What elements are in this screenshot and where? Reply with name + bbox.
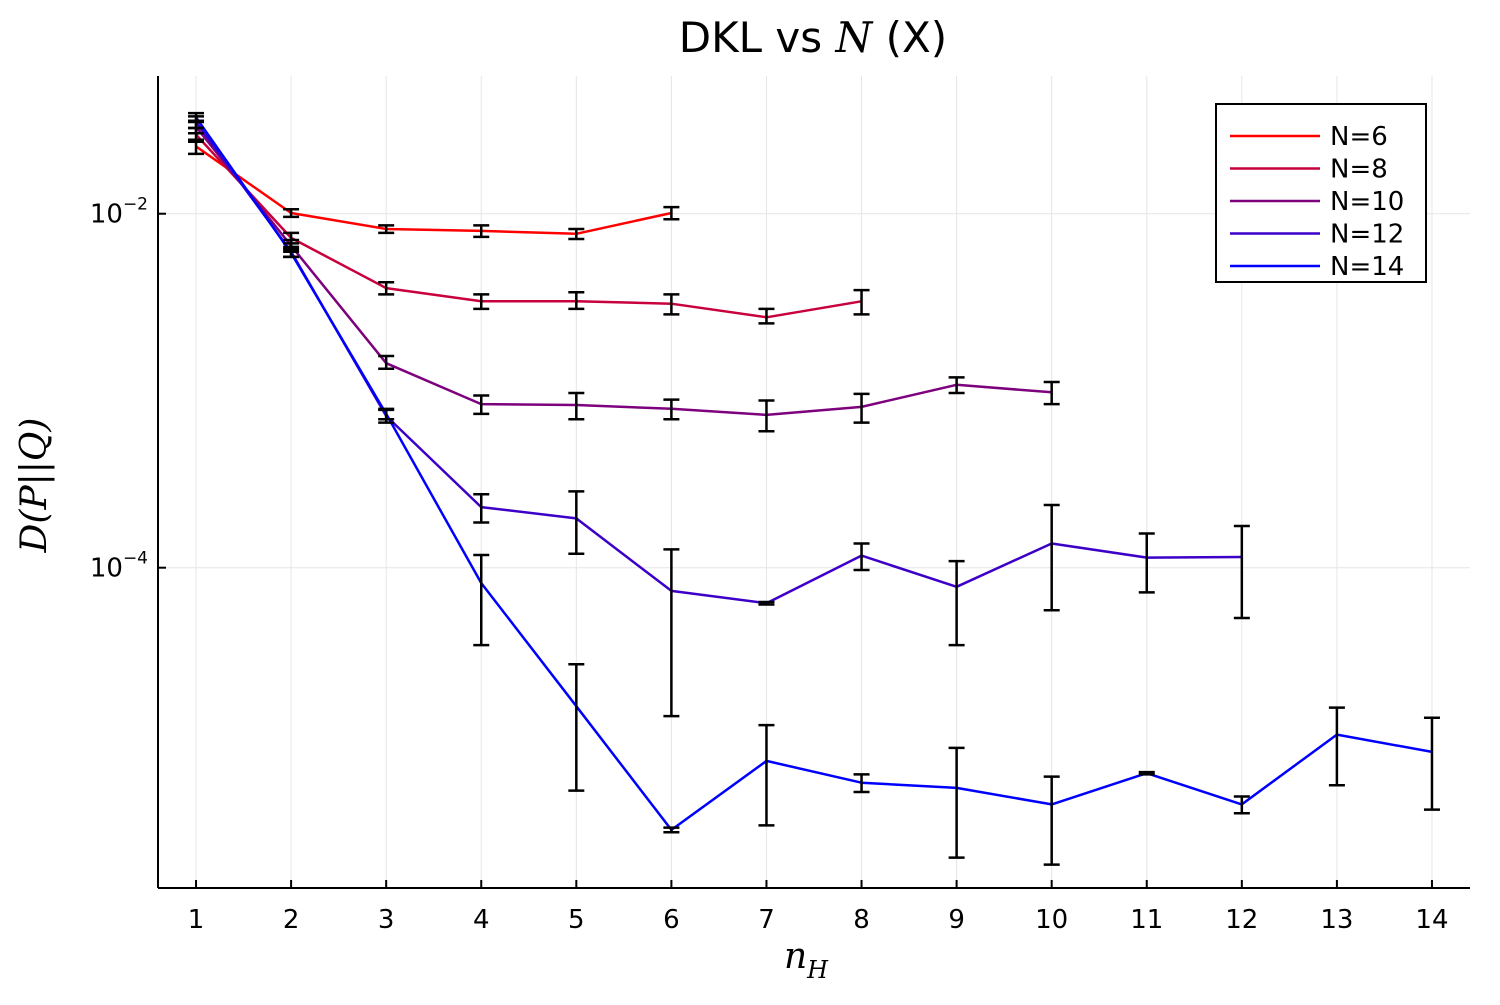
error-bar-N=10-10 — [1043, 380, 1060, 406]
error-bar-N=12-12 — [1233, 524, 1250, 620]
error-bar-N=6-6 — [663, 205, 680, 221]
y-tick-label-1: 10−4 — [90, 549, 148, 584]
series-line-N=10 — [195, 126, 1052, 417]
series-line-N=14 — [194, 116, 1433, 832]
error-bar-N=8-6 — [663, 293, 680, 316]
error-bar-N=14-6 — [663, 826, 680, 834]
error-bar-N=8-8 — [853, 288, 870, 316]
error-bar-N=12-8 — [853, 542, 870, 572]
error-bar-N=10-7 — [758, 399, 775, 433]
error-bar-N=14-3 — [378, 407, 395, 421]
error-bar-N=14-7 — [758, 723, 775, 827]
x-tick-label-3: 3 — [378, 905, 395, 935]
series-line-N=12 — [194, 121, 1242, 605]
error-bar-N=14-5 — [568, 662, 585, 792]
error-bar-N=12-5 — [568, 490, 585, 555]
error-bar-N=6-5 — [568, 227, 585, 241]
error-bar-N=14-13 — [1328, 706, 1345, 787]
error-bar-N=12-11 — [1138, 532, 1155, 594]
x-tick-label-14: 14 — [1415, 905, 1448, 935]
error-bar-N=10-5 — [568, 391, 585, 421]
y-tick-label-base-0: 10 — [90, 200, 123, 230]
x-tick-label-4: 4 — [473, 905, 490, 935]
legend-label-N=8: N=8 — [1330, 155, 1388, 185]
error-bar-N=14-10 — [1043, 775, 1060, 866]
y-tick-label-0: 10−2 — [90, 195, 148, 230]
error-bar-N=12-4 — [473, 493, 490, 524]
legend-label-N=12: N=12 — [1330, 220, 1404, 250]
error-bar-N=6-4 — [473, 224, 490, 239]
x-tick-label-1: 1 — [188, 905, 205, 935]
error-bar-N=14-1 — [188, 111, 205, 124]
error-bar-N=14-9 — [948, 746, 965, 859]
error-bar-N=10-8 — [853, 392, 870, 424]
chart-title-symbol: N — [835, 13, 874, 62]
x-tick-label-6: 6 — [663, 905, 680, 935]
error-bar-N=10-3 — [378, 354, 395, 371]
error-bar-N=12-10 — [1043, 503, 1060, 612]
error-bar-N=14-8 — [853, 773, 870, 794]
x-tick-label-7: 7 — [758, 905, 775, 935]
y-axis-label: D(P||Q) — [14, 418, 55, 554]
axes — [157, 76, 1470, 889]
error-bar-N=8-5 — [568, 291, 585, 311]
error-bar-N=12-9 — [948, 559, 965, 647]
x-tick-label-9: 9 — [948, 905, 965, 935]
error-bar-N=8-4 — [473, 293, 490, 311]
y-tick-label-base-1: 10 — [90, 554, 123, 584]
error-bar-N=10-6 — [663, 398, 680, 421]
x-tick-label-12: 12 — [1225, 905, 1258, 935]
legend-label-N=10: N=10 — [1330, 187, 1404, 217]
error-bar-N=6-3 — [378, 224, 395, 235]
y-tick-label-exponent-1: −4 — [123, 549, 148, 569]
x-axis-label-base: n — [784, 936, 807, 977]
error-bars — [188, 111, 1440, 866]
error-bar-N=14-2 — [283, 247, 300, 259]
x-tick-label-8: 8 — [853, 905, 870, 935]
error-bar-N=14-11 — [1138, 770, 1155, 776]
error-bar-N=8-3 — [378, 281, 395, 296]
x-tick-label-13: 13 — [1320, 905, 1353, 935]
error-bar-N=14-12 — [1233, 795, 1250, 815]
series-line-N=8 — [195, 133, 862, 319]
error-bar-N=10-9 — [948, 376, 965, 395]
error-bar-N=10-4 — [473, 394, 490, 416]
chart-title: DKL vs N (X) — [679, 13, 947, 62]
series-line-N=6 — [195, 145, 672, 236]
legend: N=6N=8N=10N=12N=14 — [1215, 103, 1427, 283]
error-bar-N=14-4 — [473, 553, 490, 647]
legend-label-N=6: N=6 — [1330, 122, 1388, 152]
legend-label-N=14: N=14 — [1330, 252, 1404, 282]
chart-title-prefix: DKL vs — [679, 13, 836, 62]
x-tick-label-10: 10 — [1035, 905, 1068, 935]
legend-box — [1215, 103, 1427, 283]
error-bar-N=14-14 — [1423, 716, 1440, 811]
y-tick-label-exponent-0: −2 — [123, 195, 148, 215]
chart-title-suffix: (X) — [872, 13, 947, 62]
error-bar-N=12-6 — [663, 548, 680, 718]
x-axis-label-subscript: H — [806, 956, 829, 984]
x-axis-label: nH — [784, 936, 829, 984]
x-tick-label-2: 2 — [283, 905, 300, 935]
x-tick-label-11: 11 — [1130, 905, 1163, 935]
error-bar-N=8-7 — [758, 307, 775, 325]
series-lines — [194, 116, 1433, 832]
x-tick-label-5: 5 — [568, 905, 585, 935]
error-bar-N=12-7 — [758, 600, 775, 606]
error-bar-N=6-2 — [283, 207, 300, 219]
